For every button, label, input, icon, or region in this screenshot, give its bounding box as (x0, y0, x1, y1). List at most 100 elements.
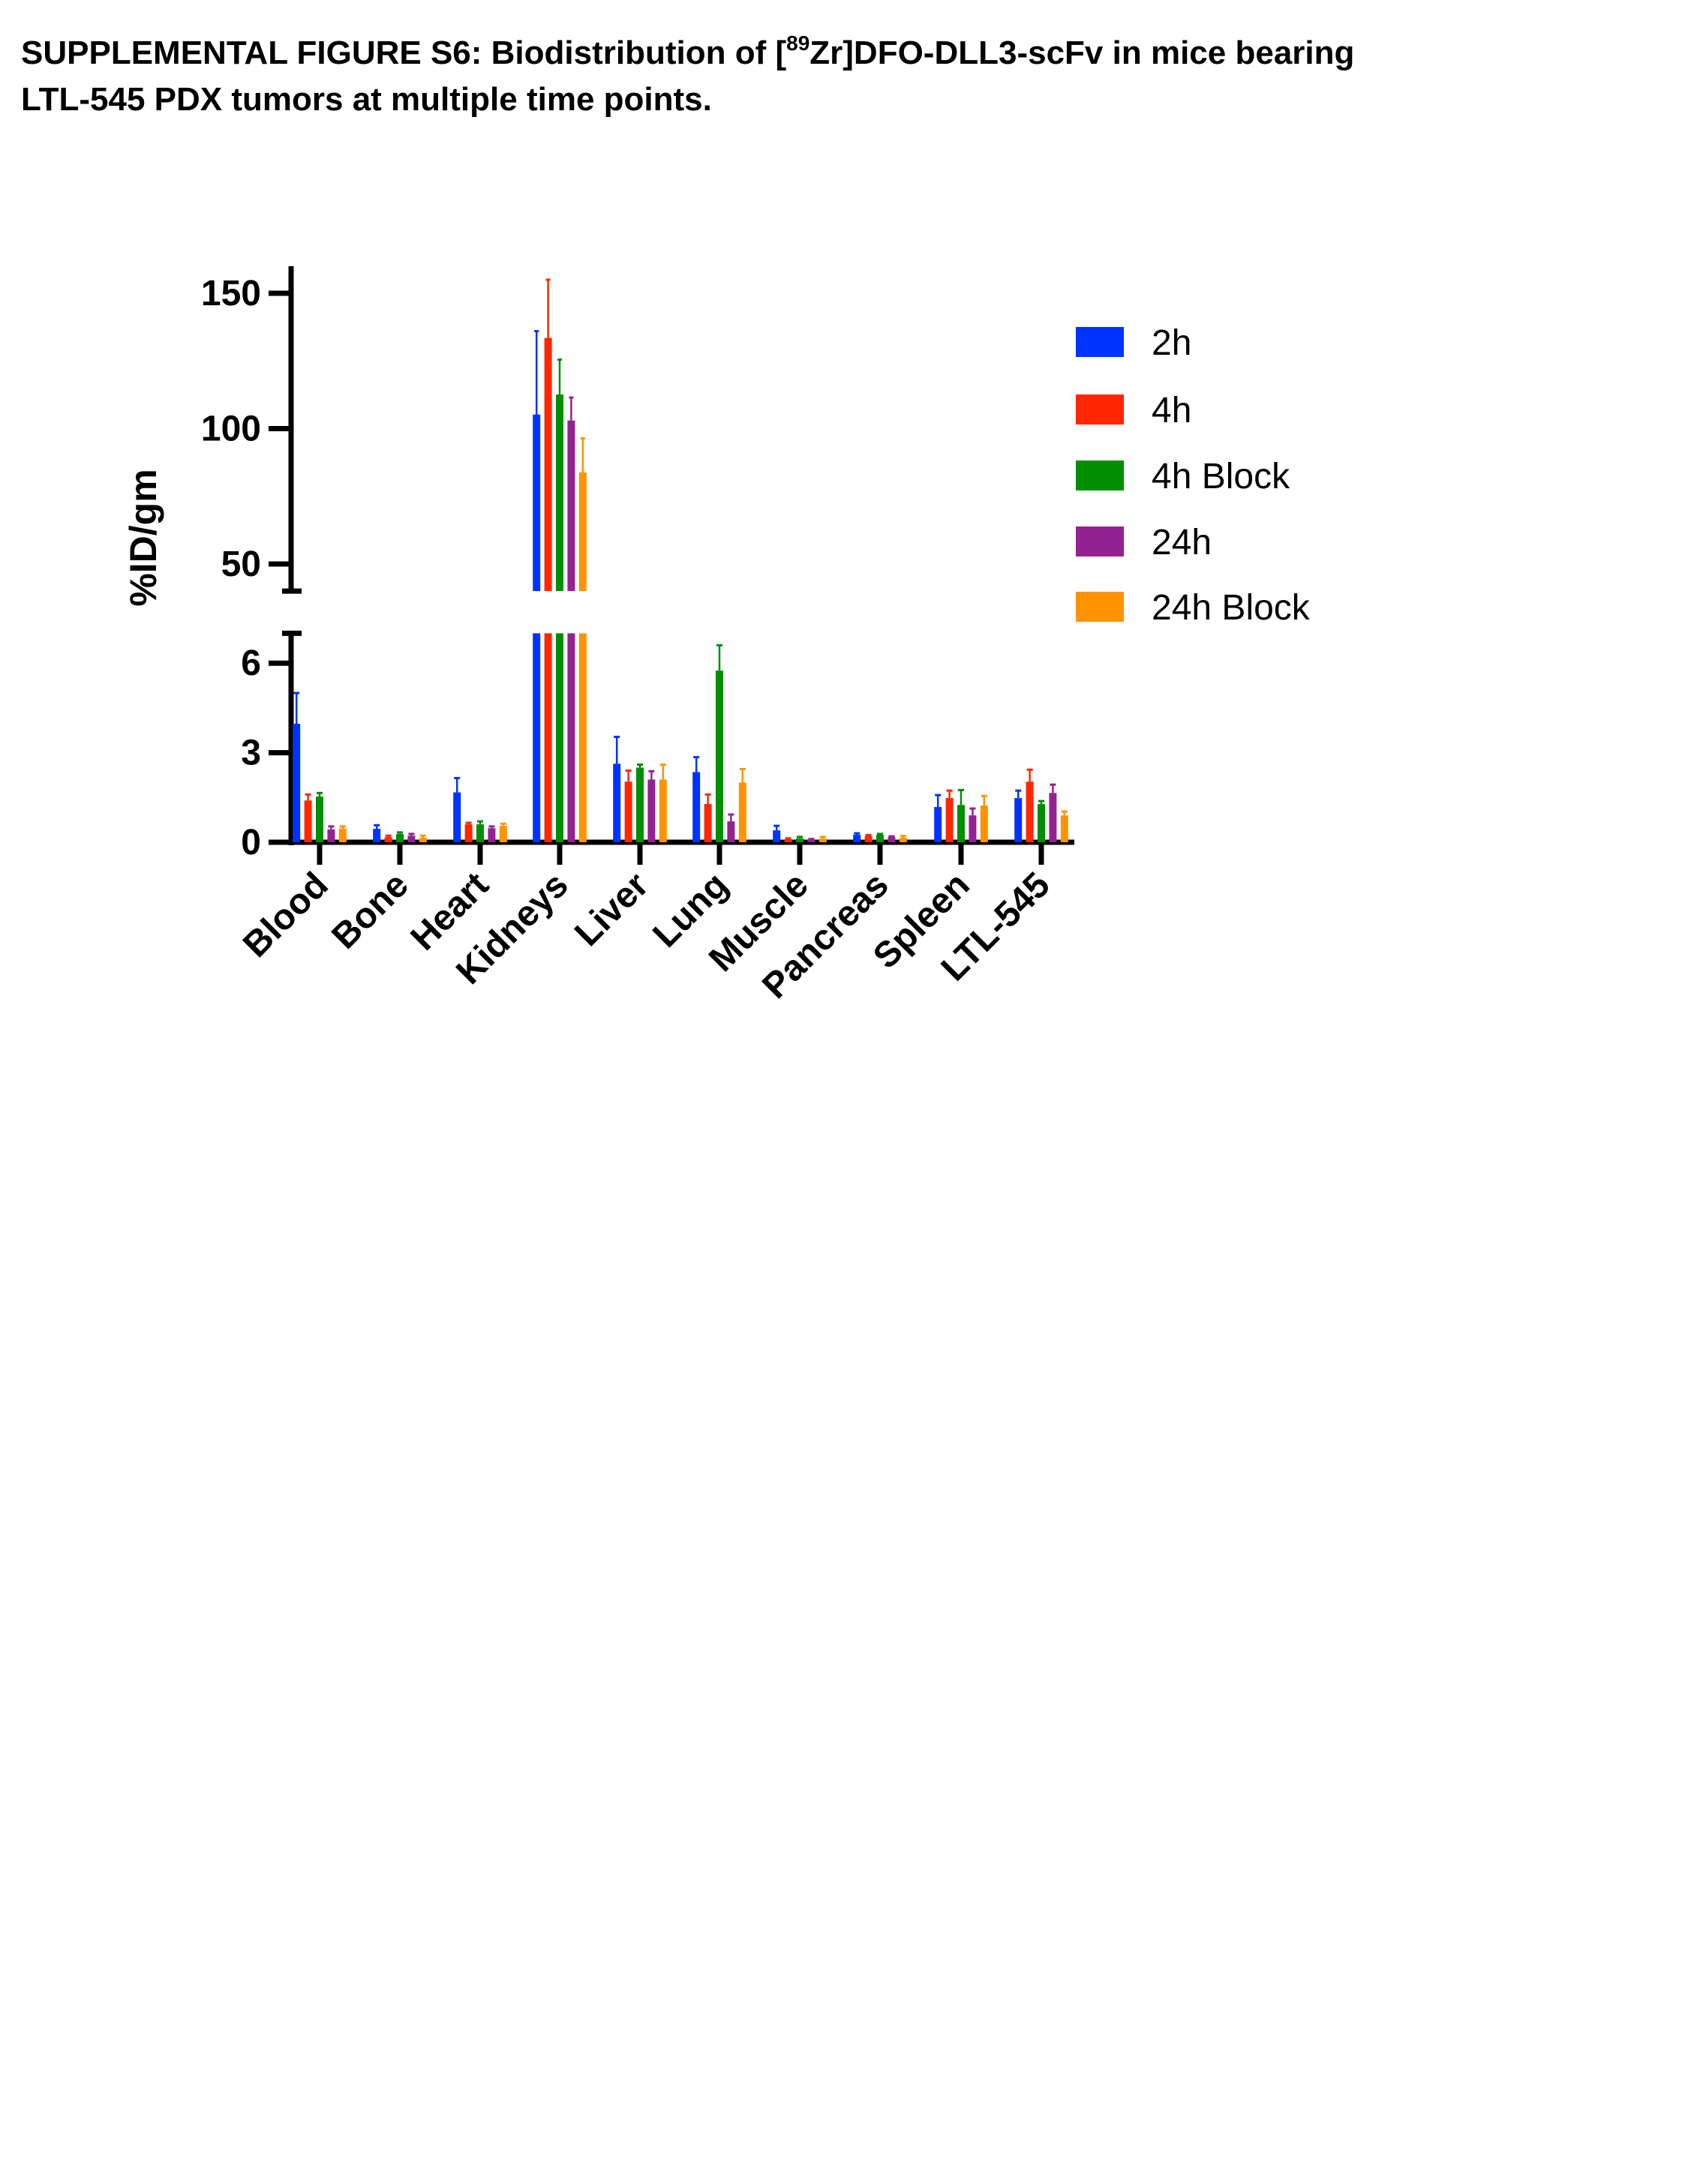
bar (888, 837, 896, 842)
bar-kidneys-24h (567, 396, 575, 842)
bar-heart-4h (464, 821, 473, 842)
bar (864, 836, 873, 842)
x-tick-label: Liver (567, 865, 656, 954)
bar (704, 804, 712, 842)
bar-blood-4h-block (316, 791, 323, 842)
bar (1049, 793, 1057, 842)
bar-upper-part (544, 338, 552, 592)
bar (396, 833, 404, 842)
bar (476, 824, 484, 842)
bar-lower-part (578, 633, 587, 842)
bar-pancreas-4h-block (876, 832, 884, 842)
bar-ltl-545-24h (1049, 783, 1057, 842)
bar (773, 830, 781, 842)
bar-muscle-24h (807, 838, 815, 842)
bar-bone-24h-block (419, 834, 427, 842)
bar (419, 838, 427, 842)
legend-label: 24h Block (1152, 588, 1311, 628)
bar (1060, 815, 1068, 842)
y-axis-label: %ID/gm (122, 469, 164, 606)
bar (945, 798, 954, 842)
bar-heart-24h-block (499, 822, 507, 842)
legend: 2h 4h 4h Block 24h 24h Block (1076, 323, 1311, 628)
bar-heart-24h (488, 825, 496, 842)
bar-pancreas-24h-block (899, 835, 907, 842)
bar-heart-4h-block (476, 820, 484, 842)
bar (853, 835, 861, 842)
legend-label: 4h (1152, 391, 1191, 430)
y-tick-label: 6 (241, 644, 261, 683)
bar-spleen-4h (945, 789, 954, 842)
bar-kidneys-4h (544, 278, 552, 842)
legend-swatch (1076, 592, 1124, 622)
bar-blood-4h (304, 793, 312, 842)
bar (796, 838, 803, 842)
caption-line-2: LTL-545 PDX tumors at multiple time poin… (21, 81, 712, 118)
bar-lung-4h (704, 793, 712, 842)
bar (373, 829, 381, 842)
bar (934, 807, 942, 842)
bar (384, 837, 392, 842)
bar-bone-4h-block (396, 831, 404, 842)
bar (876, 835, 884, 842)
bar-kidneys-4h-block (556, 358, 563, 842)
bar-muscle-4h (784, 837, 792, 842)
y-tick-label: 0 (241, 823, 261, 862)
bar-lung-4h-block (716, 644, 723, 842)
y-tick-label: 3 (241, 734, 261, 773)
bar-lower-part (567, 633, 575, 842)
bar (636, 767, 644, 842)
bar-liver-24h-block (659, 764, 667, 842)
legend-label: 24h (1152, 523, 1212, 562)
bar-lower-part (533, 633, 541, 842)
bar (957, 805, 965, 842)
bar-lung-24h-block (738, 767, 746, 842)
bar-upper-part (556, 394, 563, 592)
bar-liver-4h-block (636, 764, 644, 842)
bar (407, 836, 416, 842)
bar-blood-24h-block (338, 825, 347, 842)
y-tick-label: 50 (221, 544, 261, 584)
bar-liver-4h (624, 769, 632, 842)
bar-upper-part (567, 420, 575, 592)
bar (980, 806, 988, 842)
bar-pancreas-4h (864, 833, 873, 842)
bar-ltl-545-4h (1026, 768, 1034, 842)
x-tick-label: Bone (324, 865, 416, 956)
figure-caption: SUPPLEMENTAL FIGURE S6: Biodistribution … (21, 30, 1634, 123)
y-tick-label: 100 (201, 410, 261, 449)
bar (1038, 804, 1045, 842)
bar-blood-2h (293, 692, 301, 842)
bar (899, 838, 907, 842)
bar-pancreas-24h (888, 835, 896, 842)
bar-upper-part (578, 472, 587, 592)
bar (969, 815, 977, 842)
bar-upper-part (533, 414, 541, 592)
bar (338, 828, 347, 842)
caption-text: SUPPLEMENTAL FIGURE S6: Biodistribution … (21, 34, 787, 71)
bar (316, 796, 323, 842)
bar-kidneys-2h (533, 330, 541, 842)
legend-label: 4h Block (1152, 457, 1290, 496)
bar-heart-2h (453, 776, 461, 842)
bar-spleen-24h-block (980, 794, 988, 842)
bar-lower-part (556, 633, 563, 842)
caption-superscript: 89 (786, 32, 810, 55)
bar-blood-24h (327, 825, 335, 842)
bar (499, 826, 507, 842)
bar (784, 839, 792, 842)
bar-spleen-24h (969, 807, 977, 842)
bar (807, 839, 815, 842)
bar-liver-24h (647, 770, 656, 842)
bar (659, 779, 667, 842)
bar-kidneys-24h-block (578, 436, 587, 842)
bar (327, 829, 335, 842)
bar-pancreas-2h (853, 832, 861, 842)
bar-bone-24h (407, 832, 416, 842)
y-tick-label: 150 (201, 274, 261, 314)
bar-lung-24h (727, 813, 735, 842)
bar-lung-2h (692, 756, 701, 842)
legend-swatch (1076, 526, 1124, 556)
bar (464, 824, 473, 842)
